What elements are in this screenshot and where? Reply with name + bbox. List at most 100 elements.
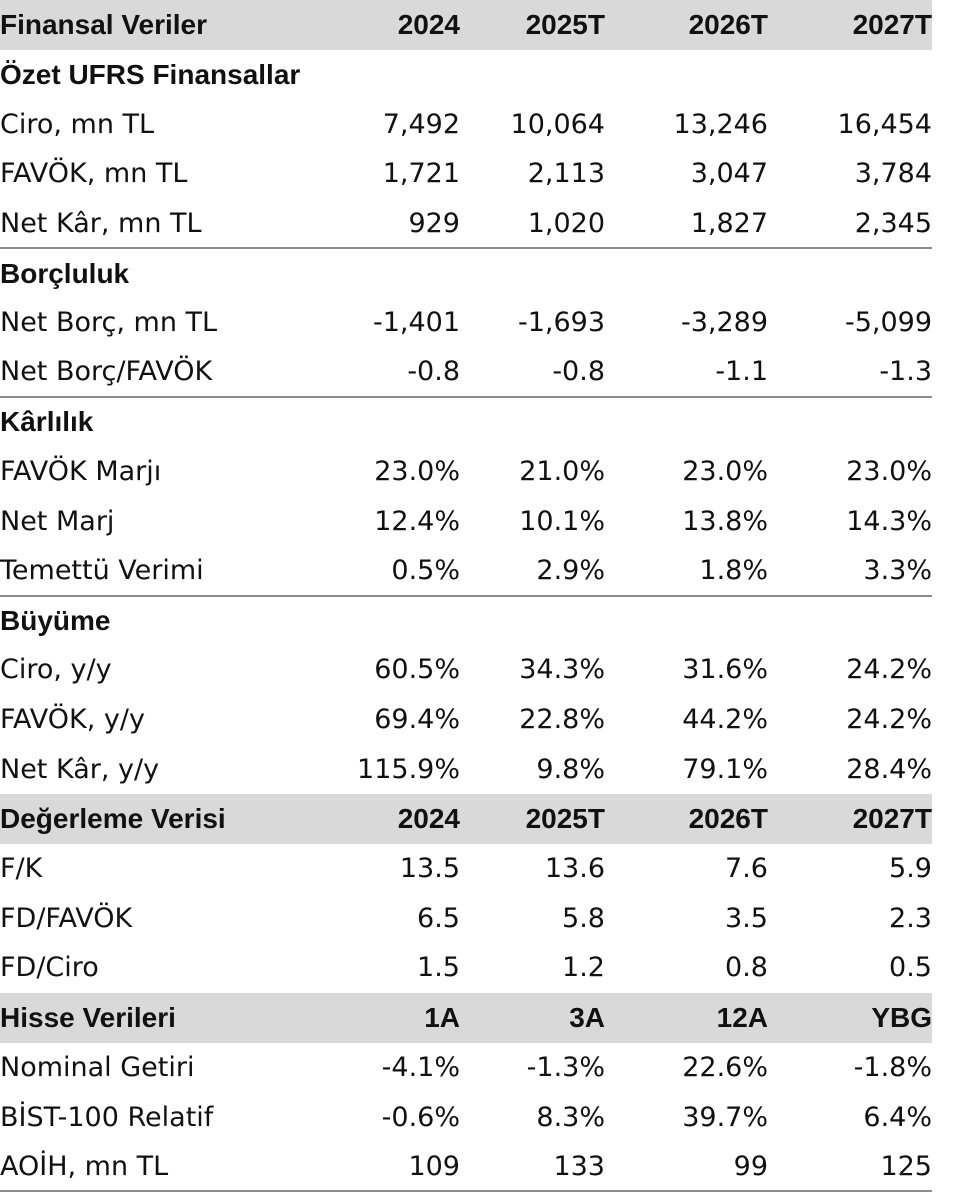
value-cell: 44.2% [682,704,768,736]
value-cell: 3,784 [854,158,932,190]
value-cell: -1.1 [715,356,768,388]
value-cell: 10.1% [519,505,605,537]
value-cell: 23.0% [682,456,768,488]
value-cell: -1.8% [853,1051,932,1083]
value-cell [768,50,932,100]
table-row: FAVÖK Marjı 23.0% 21.0% 23.0% 23.0% [0,447,932,497]
row-label-cell: Net Borç, mn TL [0,307,218,339]
table-row: Net Kâr, mn TL 929 1,020 1,827 2,345 [0,199,932,249]
row-label-cell: FD/Ciro [0,952,99,984]
value-cell: 7,492 [382,108,460,140]
column-header-cell: 1A [424,1001,460,1033]
value-cell [300,396,460,447]
value-cell: -0.8 [552,356,605,388]
value-cell [460,594,605,646]
value-cell: 1.2 [562,952,605,984]
value-cell: 2,113 [527,158,605,190]
column-header-cell: 2026T [688,802,768,834]
column-header-cell: 2025T [525,9,605,40]
row-label-cell: Net Kâr, y/y [0,753,160,785]
value-cell [605,50,768,100]
value-cell: 1,020 [527,207,605,239]
value-cell: 13.5 [399,853,460,885]
value-cell: 12.4% [374,505,460,537]
value-cell: 39.7% [682,1101,768,1133]
value-cell: 1.8% [699,554,768,586]
section-label-cell: Borçluluk [0,247,300,298]
row-label-cell: F/K [0,853,43,885]
row-label-cell: Nominal Getiri [0,1051,195,1083]
column-header-cell: 2026T [688,9,768,40]
value-cell: 16,454 [837,108,932,140]
value-cell: 28.4% [846,753,932,785]
row-label-cell: FAVÖK Marjı [0,456,162,488]
column-header-cell: 3A [569,1001,605,1033]
value-cell: -1,401 [372,307,460,339]
section-heading-ozet-ufrs-finansallar: Özet UFRS Finansallar [0,50,932,100]
value-cell [300,247,460,298]
table-row: F/K 13.5 13.6 7.6 5.9 [0,844,932,894]
section-label-cell: Kârlılık [0,396,300,447]
table-row: FD/Ciro 1.5 1.2 0.8 0.5 [0,943,932,993]
value-cell: 929 [408,207,460,239]
value-cell: -1.3% [526,1051,605,1083]
value-cell: 3.3% [863,554,932,586]
financial-data-table: Finansal Veriler 2024 2025T 2026T 2027T Özet … [0,0,932,1193]
value-cell: 31.6% [682,654,768,686]
value-cell: 115.9% [357,753,460,785]
value-cell [768,594,932,646]
row-label-cell: Ciro, y/y [0,654,112,686]
value-cell: 10,064 [510,108,605,140]
value-cell [300,594,460,646]
value-cell [460,396,605,447]
value-cell: 21.0% [519,456,605,488]
row-label-cell: Net Borç/FAVÖK [0,356,213,388]
table-row: FD/FAVÖK 6.5 5.8 3.5 2.3 [0,894,932,944]
value-cell: -1.3 [879,356,932,388]
table-row: BİST-100 Relatif -0.6% 8.3% 39.7% 6.4% [0,1092,932,1142]
value-cell: 3.5 [725,902,768,934]
row-label-cell: FD/FAVÖK [0,902,133,934]
table-row: AOİH, mn TL 109 133 99 125 [0,1141,932,1193]
row-label-cell: Net Kâr, mn TL [0,207,202,239]
value-cell: -1,693 [517,307,605,339]
value-cell: 1.5 [417,952,460,984]
column-header-cell: 2027T [852,9,932,40]
table-row: Net Kâr, y/y 115.9% 9.8% 79.1% 28.4% [0,744,932,794]
row-label-cell: Net Marj [0,505,115,537]
value-cell [460,247,605,298]
value-cell [768,247,932,298]
table-row: Ciro, y/y 60.5% 34.3% 31.6% 24.2% [0,645,932,695]
financial-data-table-body: Finansal Veriler 2024 2025T 2026T 2027T Özet … [0,0,932,1193]
row-label-cell: FAVÖK, mn TL [0,158,188,190]
column-header-cell: 2025T [525,802,605,834]
value-cell: 2.3 [889,902,932,934]
value-cell: 0.8 [725,952,768,984]
value-cell: 69.4% [374,704,460,736]
section-heading-borcluluk: Borçluluk [0,247,932,298]
value-cell: 5.8 [562,902,605,934]
value-cell [460,50,605,100]
value-cell: 23.0% [374,456,460,488]
value-cell: 5.9 [889,853,932,885]
value-cell [300,50,460,100]
value-cell: 109 [300,1141,460,1193]
row-label-cell: Temettü Verimi [0,554,204,586]
table-header-row-hisse-verileri: Hisse Verileri 1A 3A 12A YBG [0,992,932,1043]
value-cell: 22.6% [682,1051,768,1083]
value-cell: 79.1% [682,753,768,785]
header-label-cell: Değerleme Verisi [0,802,226,834]
table-row: Net Borç/FAVÖK -0.8 -0.8 -1.1 -1.3 [0,348,932,398]
value-cell: 3,047 [690,158,768,190]
column-header-cell: 2024 [397,802,460,834]
column-header-cell: 2027T [852,802,932,834]
value-cell [605,594,768,646]
section-label-cell: Özet UFRS Finansallar [0,58,300,90]
value-cell [605,247,768,298]
value-cell: 1,721 [382,158,460,190]
value-cell: -0.8 [407,356,460,388]
table-row: Nominal Getiri -4.1% -1.3% 22.6% -1.8% [0,1043,932,1093]
value-cell: 24.2% [846,654,932,686]
value-cell: 2.9% [536,554,605,586]
row-label-cell: Ciro, mn TL [0,108,155,140]
